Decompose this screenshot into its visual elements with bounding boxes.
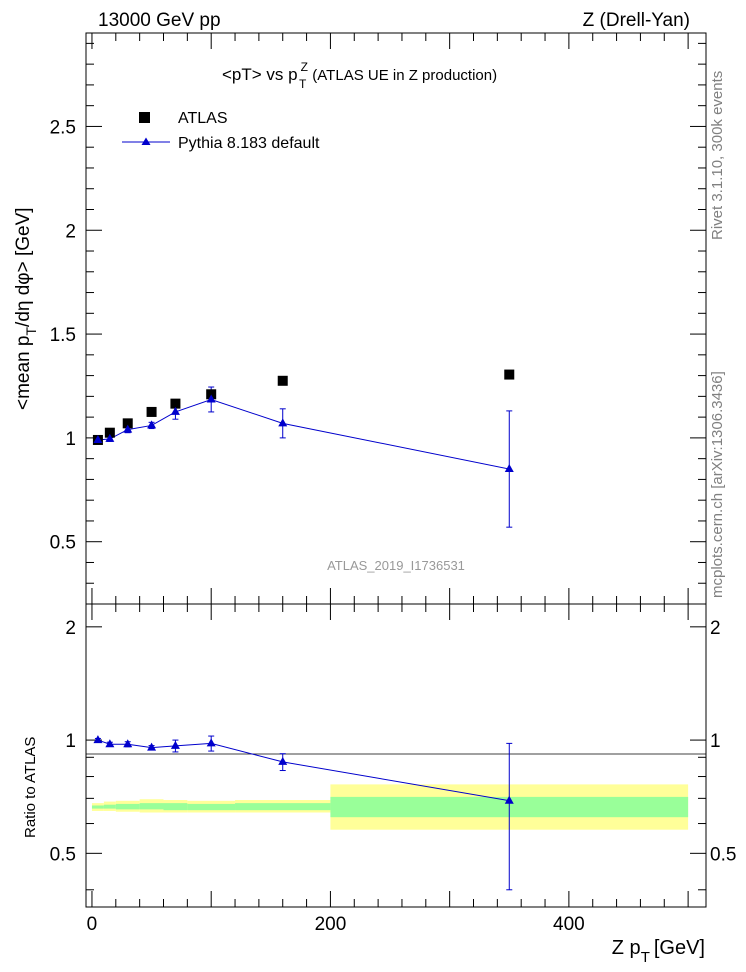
mcplots-label: mcplots.cern.ch [arXiv:1306.3436]: [709, 371, 726, 598]
ratio-pythia-point: [206, 738, 216, 747]
xaxis-label-sub: T: [641, 949, 650, 966]
legend-pythia-marker: [141, 137, 151, 145]
pythia-point: [278, 418, 288, 427]
header-right-text: Z (Drell-Yan): [583, 10, 690, 31]
main-ytick-labels: 0.5 1 1.5 2 2.5: [50, 117, 76, 553]
main-panel: 0.511.522.5 <pT> vs p Z T (ATLAS UE in Z pr…: [13, 32, 707, 605]
ratio-ytick-label-left: 0.5: [50, 844, 76, 865]
main-ytick-label: 2.5: [50, 117, 76, 138]
ratio-ytick-label-right: 1: [710, 731, 721, 752]
ratio-pythia-point: [123, 739, 133, 748]
atlas-point: [277, 375, 288, 386]
xaxis-label-a: Z p: [612, 937, 641, 959]
pythia-point: [206, 394, 216, 403]
main-title-sub: T: [299, 77, 307, 91]
ratio-xtick-label: 200: [315, 914, 347, 935]
ratio-frame: [85, 603, 707, 908]
main-title-a: <pT> vs p: [222, 65, 298, 84]
ratio-ytick-label-left: 2: [65, 618, 76, 639]
main-ytick-label: 2: [65, 221, 76, 242]
pythia-point: [105, 433, 115, 442]
main-series-layer: [92, 369, 515, 528]
legend-pythia-label: Pythia 8.183 default: [178, 135, 320, 152]
pythia-series-line: [97, 398, 510, 470]
ratio-xtick-label: 400: [553, 914, 585, 935]
pythia-point: [170, 406, 180, 415]
atlas-point: [206, 389, 217, 400]
pythia-point: [93, 434, 103, 443]
atlas-point: [146, 406, 157, 417]
ratio-ytick-label-right: 2: [710, 618, 721, 639]
ratio-bands-layer: [91, 784, 689, 830]
main-axis-ticks: [86, 33, 706, 604]
main-ytick-label: 1: [65, 429, 76, 450]
ratio-band-green: [139, 803, 164, 810]
ratio-ylabel: Ratio to ATLAS: [22, 737, 39, 838]
main-ylabel-b: /dη dφ> [GeV]: [13, 207, 34, 327]
ratio-pythia-point: [504, 795, 514, 804]
atlas-point: [504, 369, 515, 380]
header-left-text: 13000 GeV pp: [98, 10, 221, 31]
rivet-label: Rivet 3.1.10, 300k events: [709, 71, 726, 240]
atlas-point: [104, 427, 115, 438]
analysis-watermark: ATLAS_2019_I1736531: [327, 558, 465, 573]
atlas-point: [170, 398, 181, 409]
ratio-band-green: [103, 804, 116, 809]
ratio-pythia-point: [105, 739, 115, 748]
ratio-ytick-label-left: 1: [65, 731, 76, 752]
main-ytick-label: 0.5: [50, 533, 76, 554]
ratio-pythia-point: [278, 756, 288, 765]
main-ylabel: <mean pT/dη dφ> [GeV]: [13, 207, 39, 410]
xaxis-label: Z pT [GeV]: [612, 937, 705, 966]
ratio-pythia-point: [93, 735, 103, 744]
legend-atlas-marker: [139, 112, 150, 123]
main-ylabel-a: <mean p: [13, 336, 34, 410]
ratio-xtick-labels: 0 200 400: [87, 914, 585, 935]
ratio-band-green: [115, 803, 140, 810]
ratio-band-green: [163, 803, 188, 811]
main-title-b: (ATLAS UE in Z production): [312, 67, 497, 84]
atlas-point: [122, 418, 133, 429]
ratio-band-green: [235, 803, 331, 811]
main-title: <pT> vs p Z T (ATLAS UE in Z production): [222, 60, 497, 91]
legend-atlas-label: ATLAS: [178, 110, 228, 127]
pythia-point: [504, 464, 514, 473]
ratio-panel: 0.5 0.5 1 1 2 2 0 200 400 Ratio to ATLAS Z pT [G…: [22, 603, 737, 966]
pythia-point: [147, 420, 157, 429]
ratio-pythia-line: [97, 739, 510, 802]
xaxis-label-b: [GeV]: [654, 937, 705, 959]
ratio-band-green: [187, 803, 236, 811]
ratio-pythia-point: [170, 740, 180, 749]
ratio-ytick-label-right: 0.5: [710, 844, 736, 865]
pythia-point: [123, 424, 133, 433]
ratio-pythia-point: [147, 742, 157, 751]
ratio-xtick-label: 0: [87, 914, 98, 935]
ratio-axis-ticks: [86, 604, 706, 907]
main-ytick-label: 1.5: [50, 325, 76, 346]
legend: ATLAS Pythia 8.183 default: [122, 110, 320, 152]
ratio-ytick-labels: 0.5 0.5 1 1 2 2: [50, 618, 737, 865]
main-ylabel-sub: T: [23, 327, 39, 336]
ratio-series-layer: [93, 735, 514, 891]
main-title-sup: Z: [301, 60, 308, 74]
ratio-band-green: [91, 805, 104, 809]
